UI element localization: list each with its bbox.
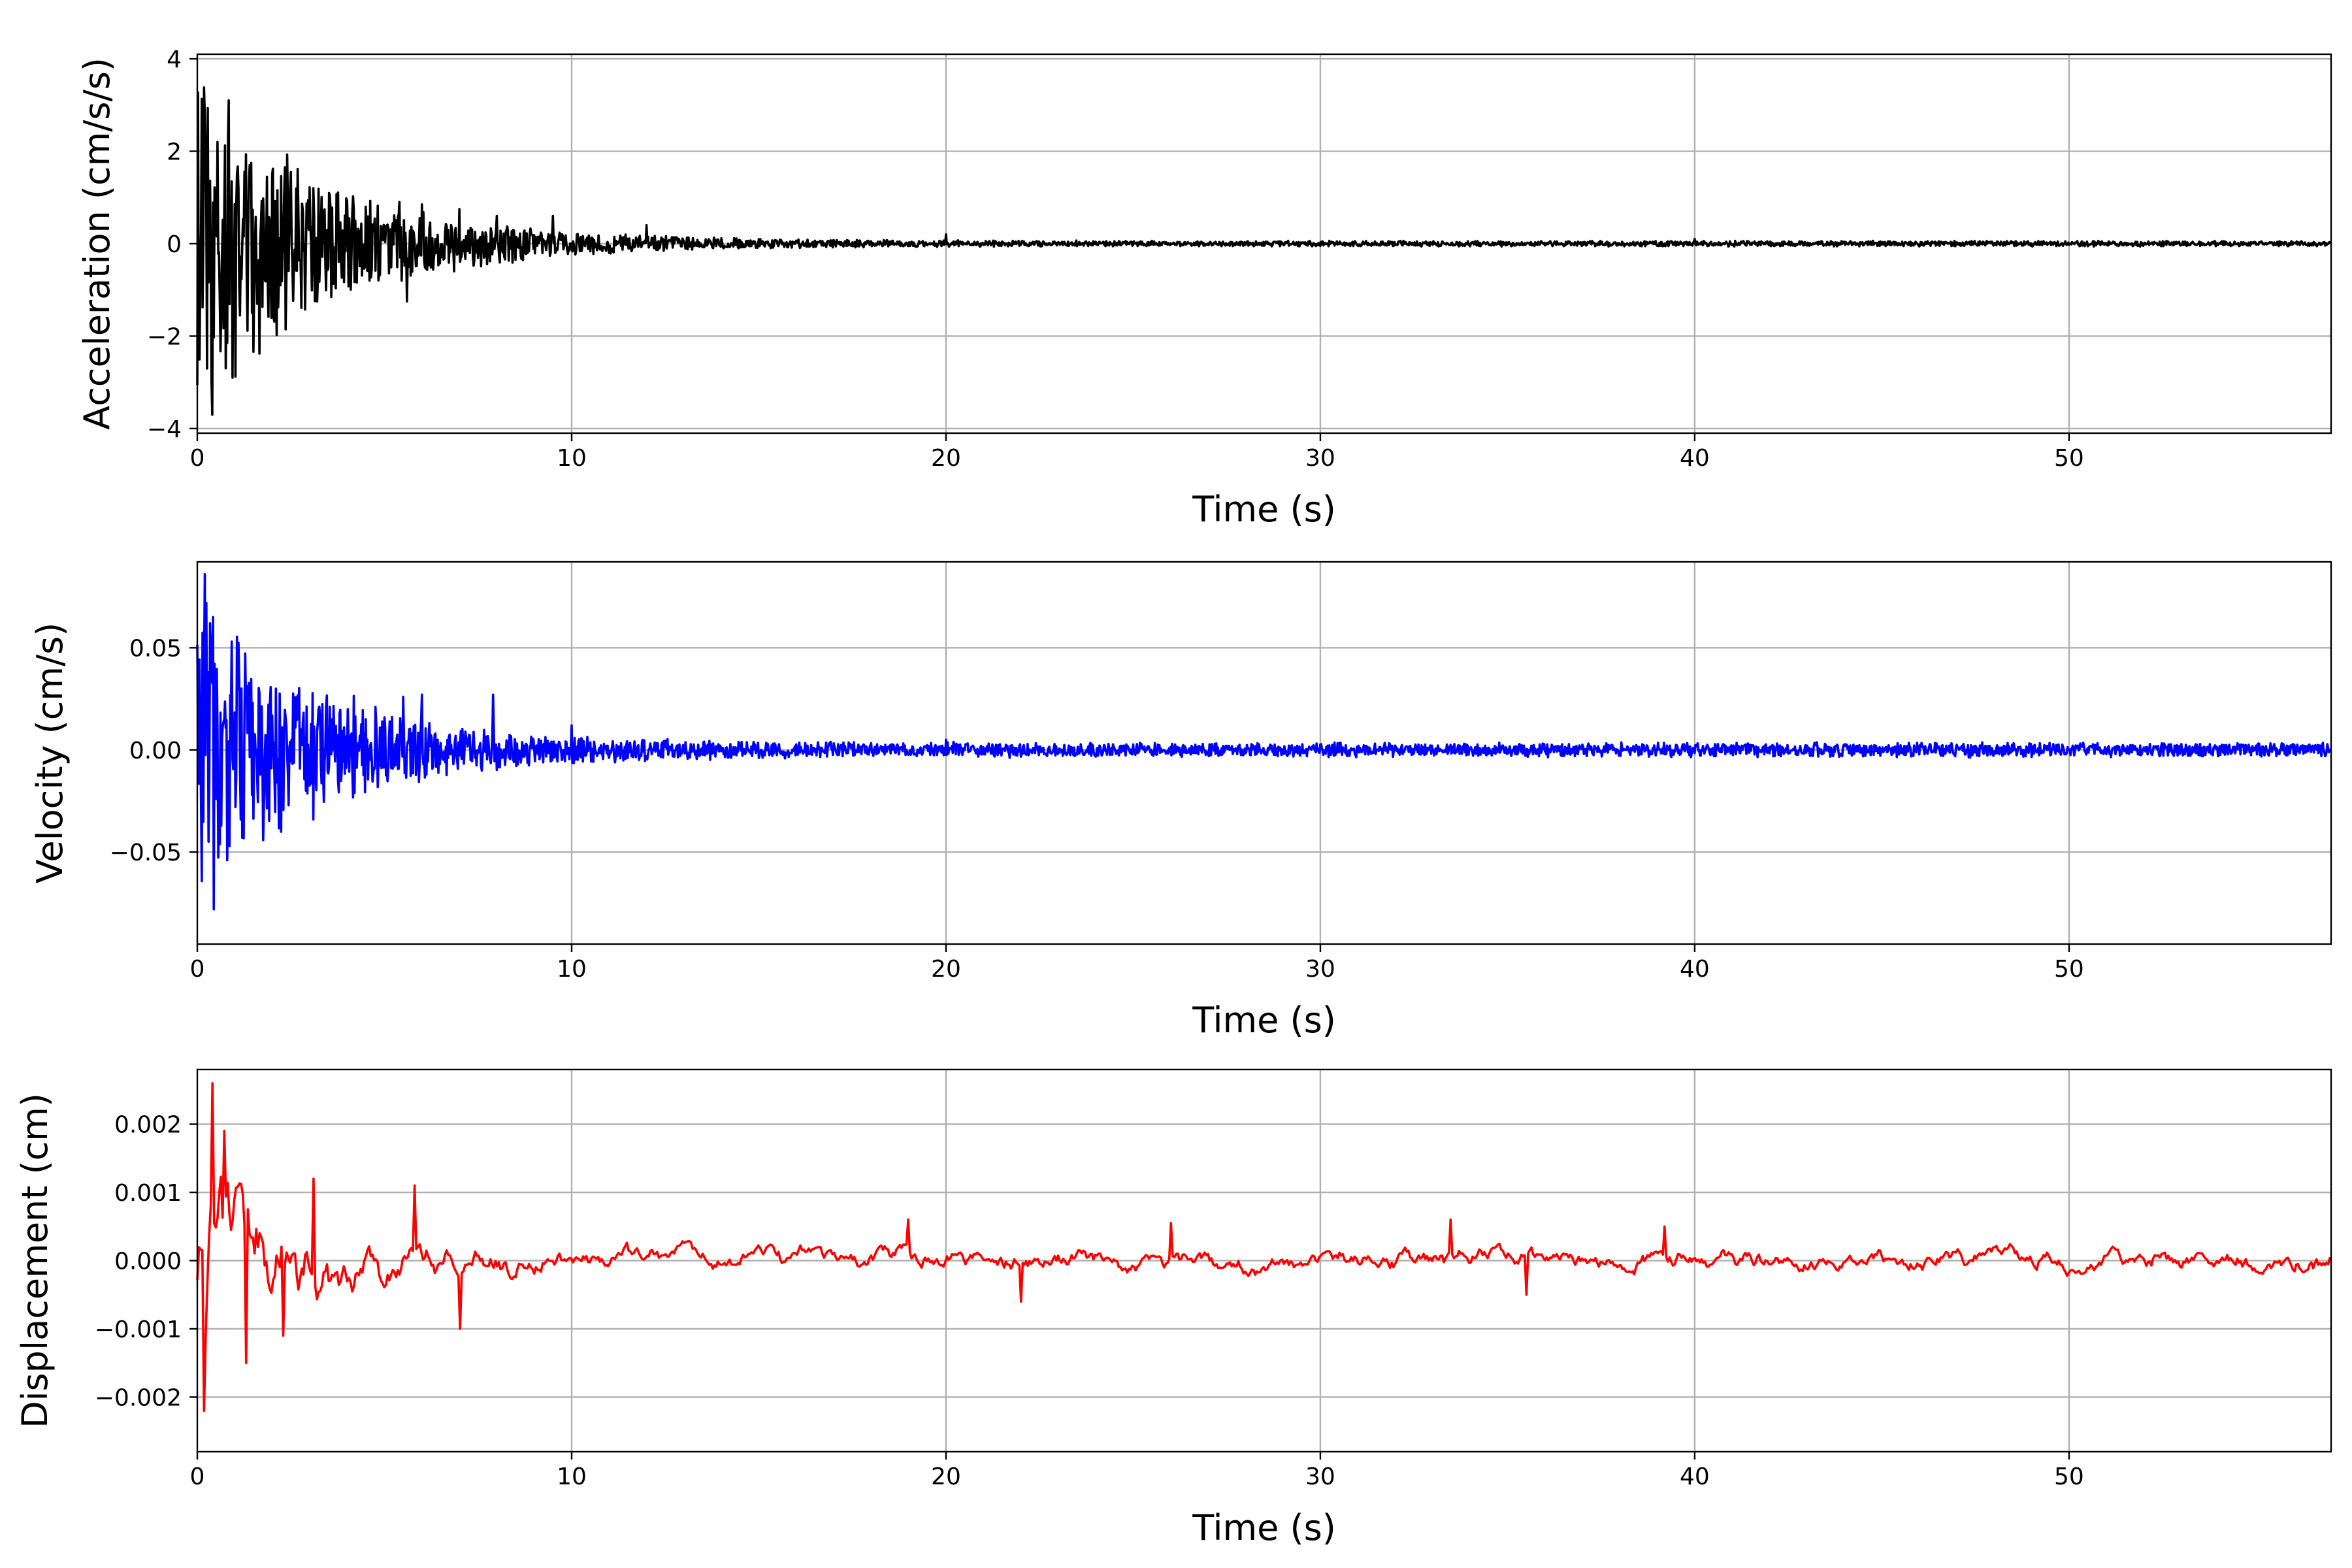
velocity-ytick-label: −0.05 [110, 840, 182, 866]
velocity-yaxis-title: Velocity (cm/s) [29, 623, 71, 884]
displacement-xtick-label: 10 [557, 1463, 587, 1490]
displacement-ytick-label: −0.001 [95, 1316, 182, 1343]
velocity-series-line [196, 573, 2331, 911]
displacement-ytick-label: 0.002 [114, 1112, 182, 1139]
acceleration-xtick-label: 50 [2054, 445, 2084, 472]
velocity-xtick-label: 0 [190, 956, 205, 983]
acceleration-series-line [196, 86, 2332, 416]
velocity-ytick-label: 0.00 [129, 738, 182, 764]
acceleration-xtick-label: 10 [557, 445, 587, 472]
velocity-panel: 0 10 20 30 40 50 −0.05 0.00 0.05 Time (s) Velocity… [29, 561, 2332, 1041]
acceleration-xtick-label: 40 [1680, 445, 1710, 472]
acceleration-ytick-label: −4 [147, 416, 182, 443]
displacement-ytick-label: 0.000 [114, 1249, 182, 1275]
acceleration-ytick-label: 2 [167, 139, 182, 166]
displacement-xtick-label: 50 [2054, 1463, 2084, 1490]
acceleration-xtick-label: 30 [1305, 445, 1335, 472]
acceleration-ytick-label: 4 [167, 46, 182, 73]
velocity-ytick-label: 0.05 [129, 635, 182, 662]
velocity-axes-frame [196, 561, 2332, 945]
displacement-series-line [196, 1082, 2332, 1413]
velocity-xtick-label: 50 [2054, 956, 2084, 983]
acceleration-xtick-label: 0 [190, 445, 205, 472]
velocity-xtick-label: 20 [931, 956, 961, 983]
displacement-xtick-label: 0 [190, 1463, 205, 1490]
velocity-xtick-label: 10 [557, 956, 587, 983]
displacement-ytick-label: 0.001 [114, 1180, 182, 1207]
acceleration-ytick-label: −2 [147, 323, 182, 350]
acceleration-panel: 0 10 20 30 40 50 −4 −2 0 2 4 Time (s) Acceleration (… [76, 46, 2332, 530]
velocity-xaxis-title: Time (s) [1192, 1000, 1336, 1041]
acceleration-yaxis-title: Acceleration (cm/s/s) [76, 57, 118, 430]
displacement-yaxis-title: Displacement (cm) [14, 1093, 56, 1428]
displacement-ytick-label: −0.002 [95, 1384, 182, 1411]
acceleration-xaxis-title: Time (s) [1192, 489, 1336, 530]
acceleration-xtick-label: 20 [931, 445, 961, 472]
displacement-xaxis-title: Time (s) [1192, 1507, 1336, 1548]
displacement-xtick-label: 20 [931, 1463, 961, 1490]
acceleration-ytick-label: 0 [167, 231, 182, 258]
displacement-xtick-label: 40 [1680, 1463, 1710, 1490]
displacement-panel: 0 10 20 30 40 50 −0.002 −0.001 0.000 0.001 0.002 Ti… [14, 1068, 2332, 1548]
displacement-xtick-label: 30 [1305, 1463, 1335, 1490]
velocity-xtick-label: 30 [1305, 956, 1335, 983]
velocity-xtick-label: 40 [1680, 956, 1710, 983]
